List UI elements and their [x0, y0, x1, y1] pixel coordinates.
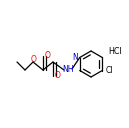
Text: O: O: [45, 51, 51, 61]
Text: HCl: HCl: [108, 47, 122, 56]
Text: Cl: Cl: [106, 66, 113, 75]
Text: O: O: [55, 72, 61, 81]
Text: NH: NH: [62, 65, 74, 73]
Text: N: N: [72, 53, 78, 62]
Text: O: O: [31, 56, 37, 65]
